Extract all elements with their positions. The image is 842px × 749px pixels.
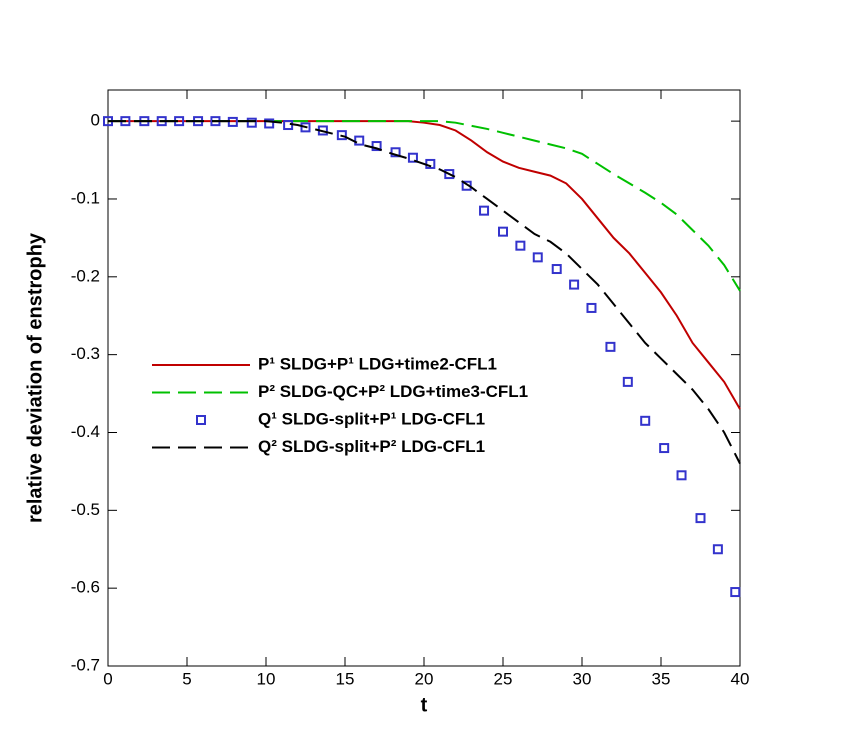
x-axis-label: t bbox=[421, 694, 428, 716]
marker bbox=[246, 117, 257, 128]
marker bbox=[532, 252, 543, 263]
marker bbox=[336, 130, 347, 141]
plot-frame bbox=[107, 89, 741, 667]
series-line bbox=[108, 120, 741, 465]
x-tick-label: 15 bbox=[336, 669, 355, 688]
y-tick-label: -0.5 bbox=[71, 500, 100, 519]
legend-marker bbox=[196, 415, 206, 425]
legend-label: P¹ SLDG+P¹ LDG+time2-CFL1 bbox=[258, 354, 497, 373]
y-tick-label: -0.6 bbox=[71, 578, 100, 597]
marker bbox=[515, 240, 526, 251]
x-tick-label: 40 bbox=[731, 669, 750, 688]
marker bbox=[640, 415, 651, 426]
marker bbox=[695, 513, 706, 524]
x-tick-label: 5 bbox=[182, 669, 191, 688]
marker bbox=[730, 587, 741, 598]
marker bbox=[498, 226, 508, 237]
marker bbox=[354, 135, 365, 146]
marker bbox=[300, 122, 311, 133]
marker bbox=[676, 470, 687, 481]
marker bbox=[390, 147, 401, 158]
x-tick-label: 10 bbox=[257, 669, 276, 688]
y-tick-label: -0.7 bbox=[71, 655, 100, 674]
legend-label: P² SLDG-QC+P² LDG+time3-CFL1 bbox=[258, 382, 528, 401]
legend-label: Q¹ SLDG-split+P¹ LDG-CFL1 bbox=[258, 409, 485, 428]
marker bbox=[551, 264, 562, 275]
x-tick-label: 35 bbox=[652, 669, 671, 688]
marker bbox=[586, 302, 597, 313]
marker bbox=[444, 169, 455, 180]
marker bbox=[622, 376, 633, 387]
y-axis-label: relative deviation of enstrophy bbox=[24, 232, 46, 523]
y-tick-label: -0.3 bbox=[71, 344, 100, 363]
x-tick-label: 30 bbox=[573, 669, 592, 688]
marker bbox=[605, 341, 616, 352]
x-tick-label: 20 bbox=[415, 669, 434, 688]
y-tick-label: -0.1 bbox=[71, 188, 100, 207]
marker bbox=[371, 141, 382, 152]
marker bbox=[264, 118, 275, 129]
y-tick-label: -0.2 bbox=[71, 266, 100, 285]
legend-label: Q² SLDG-split+P² LDG-CFL1 bbox=[258, 437, 485, 456]
series-line bbox=[108, 120, 741, 292]
y-tick-label: -0.4 bbox=[71, 422, 100, 441]
marker bbox=[407, 152, 418, 163]
y-tick-label: 0 bbox=[91, 111, 100, 130]
x-tick-label: 25 bbox=[494, 669, 513, 688]
x-tick-label: 0 bbox=[103, 669, 112, 688]
marker bbox=[479, 205, 490, 216]
marker bbox=[659, 443, 670, 454]
marker bbox=[569, 279, 580, 290]
marker bbox=[712, 544, 723, 555]
